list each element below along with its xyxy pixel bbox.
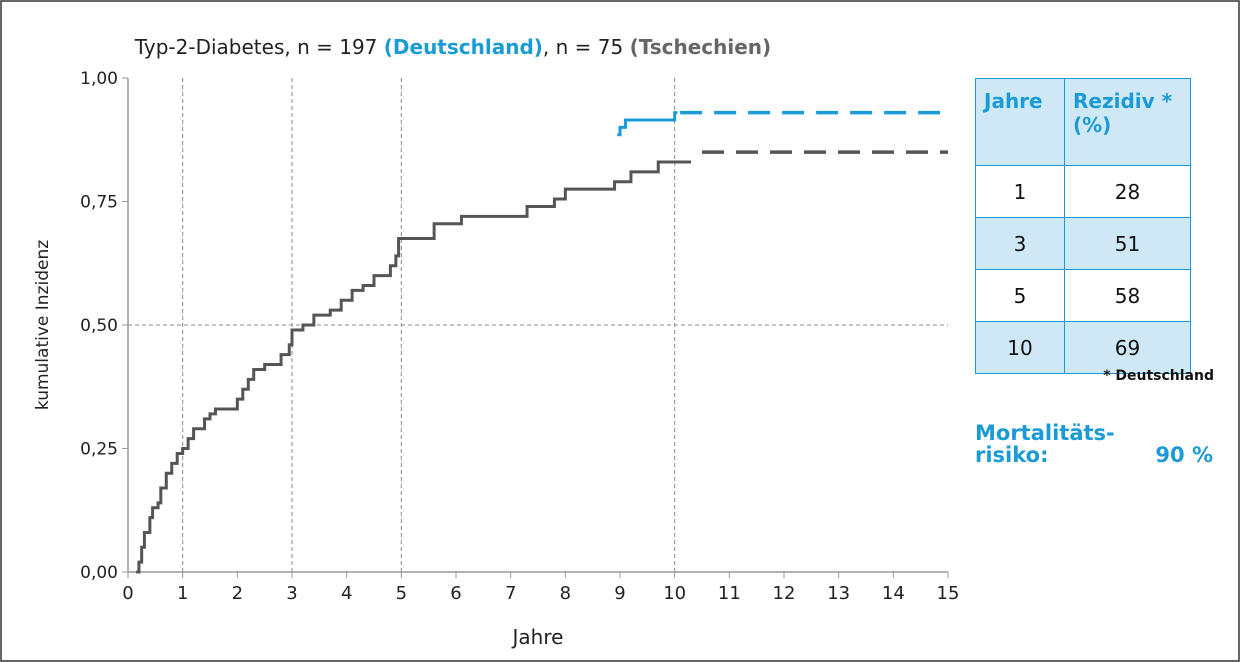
- table-cell: 5: [975, 269, 1065, 322]
- x-tick-label: 13: [827, 583, 850, 604]
- x-tick-label: 9: [614, 583, 625, 604]
- x-tick-label: 1: [177, 583, 188, 604]
- mortality-label: risiko:: [975, 443, 1049, 467]
- x-tick-label: 15: [937, 583, 960, 604]
- x-tick-label: 5: [396, 583, 407, 604]
- header-cell: Rezidiv * (%): [1064, 78, 1191, 166]
- table-row: 5 58: [975, 269, 1191, 322]
- table-cell: 69: [1064, 321, 1191, 374]
- table-header: Jahre Rezidiv * (%): [975, 78, 1191, 166]
- mortality-label: Mortalitäts-: [975, 421, 1115, 445]
- x-tick-label: 14: [882, 583, 905, 604]
- x-tick-label: 10: [663, 583, 686, 604]
- step-line: [617, 111, 678, 137]
- title-part: (Deutschland): [384, 35, 543, 59]
- y-tick-label: 0,00: [80, 563, 118, 583]
- x-tick-label: 7: [505, 583, 516, 604]
- table-cell: 3: [975, 217, 1065, 270]
- y-tick-label: 0,75: [80, 193, 118, 213]
- table-row: 3 51: [975, 217, 1191, 270]
- y-axis-label: kumulative Inzidenz: [33, 240, 53, 410]
- chart-title: Typ-2-Diabetes, n = 197 (Deutschland), n…: [134, 35, 771, 59]
- mortality-value: 90 %: [1155, 443, 1213, 467]
- title-part: (Tschechien): [630, 35, 772, 59]
- table-row: 10 69: [975, 321, 1191, 374]
- x-tick-label: 11: [718, 583, 741, 604]
- table-row: 1 28: [975, 165, 1191, 218]
- x-tick-label: 6: [450, 583, 461, 604]
- x-tick-label: 3: [286, 583, 297, 604]
- table-cell: 10: [975, 321, 1065, 374]
- x-tick-label: 8: [560, 583, 571, 604]
- x-tick-label: 2: [232, 583, 243, 604]
- y-tick-label: 0,50: [80, 316, 118, 336]
- y-tick-label: 1,00: [80, 69, 118, 89]
- table-cell: 51: [1064, 217, 1191, 270]
- x-tick-label: 12: [773, 583, 796, 604]
- table-cell: 58: [1064, 269, 1191, 322]
- x-axis-label: Jahre: [511, 625, 564, 649]
- mortality: Mortalitäts- risiko: 90 %: [975, 422, 1213, 466]
- title-part: , n = 75: [543, 35, 630, 59]
- title-part: Typ-2-Diabetes, n = 197: [134, 35, 384, 59]
- y-tick-label: 0,25: [80, 440, 118, 460]
- table-cell: 28: [1064, 165, 1191, 218]
- table-cell: 1: [975, 165, 1065, 218]
- x-tick-label: 0: [122, 583, 133, 604]
- footnote: * Deutschland: [1103, 368, 1214, 384]
- x-tick-label: 4: [341, 583, 352, 604]
- step-line: [136, 160, 692, 574]
- recurrence-table: Jahre Rezidiv * (%) 1 28 3 51 5 58 10 69: [975, 78, 1191, 374]
- header-cell: Jahre: [975, 78, 1065, 166]
